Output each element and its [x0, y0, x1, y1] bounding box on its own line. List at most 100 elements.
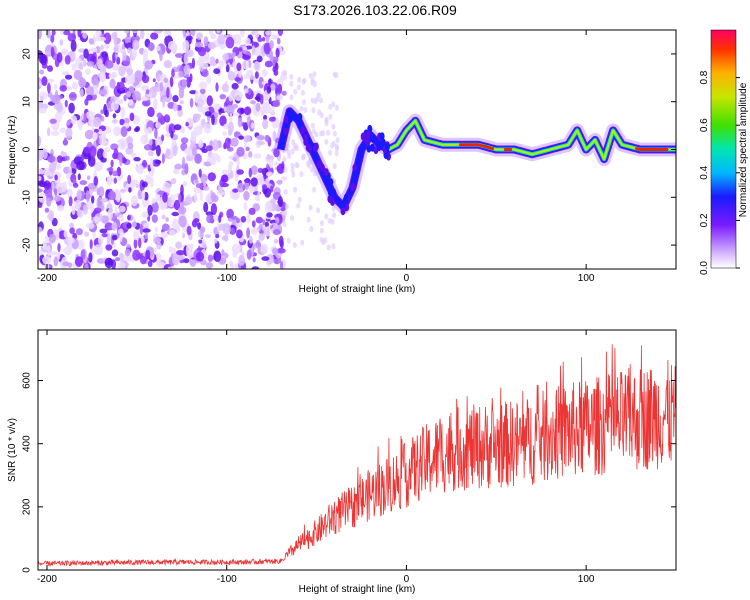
spectrogram-x-tick-label: 0 — [404, 273, 410, 284]
spectrogram-noise-blob — [301, 78, 306, 85]
spectrogram-noise-blob — [186, 225, 192, 236]
spectrogram-noise-blob — [131, 152, 137, 159]
spectrogram-noise-blob — [95, 46, 101, 54]
spectrogram-noise-blob — [79, 180, 88, 186]
spectrogram-noise-blob — [109, 78, 116, 89]
spectrogram-noise-blob — [287, 153, 292, 159]
spectrogram-noise-blob — [159, 49, 163, 62]
spectrogram-noise-blob — [210, 192, 217, 202]
spectrogram-noise-blob — [127, 174, 132, 185]
spectrogram-noise-blob — [323, 237, 328, 244]
spectrogram-noise-blob — [264, 187, 271, 198]
spectrogram-noise-blob — [335, 137, 340, 144]
spectrogram-noise-blob — [57, 205, 65, 212]
spectrogram-noise-blob — [133, 157, 141, 162]
spectrogram-noise-blob — [238, 135, 245, 140]
spectrogram-noise-blob — [44, 207, 50, 213]
spectrogram-noise-blob — [334, 143, 339, 150]
spectrogram-noise-blob — [273, 69, 279, 76]
spectrogram-noise-blob — [332, 212, 337, 219]
spectrogram-noise-blob — [290, 167, 295, 174]
spectrogram-noise-blob — [255, 216, 263, 224]
spectrogram-noise-blob — [207, 41, 216, 50]
spectrogram-noise-blob — [311, 128, 316, 135]
spectrogram-noise-blob — [135, 164, 144, 174]
spectrogram-noise-blob — [178, 87, 185, 99]
spectrogram-noise-blob — [197, 101, 204, 113]
spectrogram-noise-blob — [111, 234, 118, 241]
spectrogram-noise-blob — [53, 83, 58, 90]
spectrogram-noise-blob — [66, 119, 71, 126]
spectrogram-noise-blob — [189, 98, 194, 108]
spectrogram-noise-blob — [128, 187, 132, 193]
spectrogram-noise-blob — [168, 246, 173, 253]
spectrogram-noise-blob — [283, 70, 288, 77]
spectrogram-noise-blob — [141, 189, 146, 201]
spectrogram-noise-blob — [84, 98, 89, 106]
spectrogram-noise-blob — [262, 119, 269, 130]
spectrogram-noise-blob — [251, 266, 260, 269]
spectrogram-noise-blob — [230, 137, 239, 147]
spectrogram-noise-blob — [46, 197, 52, 207]
spectrogram-noise-blob — [133, 238, 138, 249]
spectrogram-noise-blob — [293, 88, 298, 95]
spectrogram-noise-blob — [201, 62, 209, 70]
spectrogram-noise-blob — [179, 100, 184, 105]
spectrogram-noise-blob — [140, 96, 149, 102]
spectrogram-noise-blob — [269, 40, 274, 49]
spectrogram-noise-blob — [243, 190, 250, 201]
spectrogram-noise-blob — [120, 126, 128, 138]
spectrogram-noise-blob — [208, 30, 213, 36]
spectrogram-noise-blob — [63, 246, 72, 256]
spectrogram-noise-blob — [38, 107, 47, 114]
spectrogram-noise-blob — [181, 156, 186, 169]
spectrogram-noise-blob — [236, 146, 245, 157]
spectrogram-noise-blob — [144, 60, 153, 70]
spectrogram-noise-blob — [107, 208, 113, 220]
spectrogram-noise-blob — [147, 106, 155, 118]
spectrogram-noise-blob — [117, 260, 126, 269]
spectrogram-noise-blob — [193, 218, 200, 223]
snr-x-tick-label: -200 — [37, 574, 57, 585]
spectrogram-noise-blob — [182, 180, 188, 187]
spectrogram-noise-blob — [169, 76, 174, 88]
spectrogram-noise-blob — [140, 30, 145, 40]
spectrogram-noise-blob — [132, 30, 138, 34]
spectrogram-noise-blob — [234, 77, 242, 82]
spectrogram-noise-blob — [250, 75, 256, 80]
spectrogram-noise-blob — [216, 30, 221, 34]
spectrogram-ridge-peak — [635, 147, 669, 151]
spectrogram-noise-blob — [331, 123, 336, 130]
spectrogram-noise-blob — [276, 247, 286, 254]
spectrogram-noise-blob — [48, 162, 57, 173]
spectrogram-noise-blob — [225, 104, 235, 115]
spectrogram-noise-blob — [254, 71, 259, 79]
spectrogram-noise-blob — [222, 223, 226, 234]
spectrogram-noise-blob — [243, 135, 251, 143]
spectrogram-x-tick-label: -100 — [217, 273, 237, 284]
spectrogram-noise-blob — [128, 85, 134, 94]
spectrogram-noise-blob — [200, 173, 208, 183]
spectrogram-noise-blob — [282, 221, 287, 228]
spectrogram-noise-blob — [156, 261, 166, 268]
spectrogram-noise-blob — [262, 36, 266, 42]
spectrogram-noise-blob — [312, 186, 317, 193]
spectrogram-x-tick-label: 100 — [578, 273, 595, 284]
spectrogram-noise-blob — [76, 209, 82, 217]
spectrogram-noise-blob — [106, 175, 114, 184]
spectrogram-noise-blob — [92, 47, 98, 53]
spectrogram-noise-blob — [326, 129, 330, 136]
spectrogram-noise-blob — [154, 226, 159, 233]
spectrogram-noise-blob — [236, 158, 240, 167]
spectrogram-noise-blob — [196, 32, 203, 40]
snr-y-ticks: 0 200 400 600 — [22, 372, 676, 573]
spectrogram-noise-blob — [47, 65, 53, 72]
spectrogram-noise-blob — [312, 71, 317, 78]
spectrogram-noise-blob — [66, 236, 75, 244]
spectrogram-noise-blob — [164, 30, 170, 37]
spectrogram-noise-blob — [127, 142, 134, 150]
spectrogram-noise-blob — [133, 230, 140, 241]
spectrogram-noise-blob — [141, 211, 149, 219]
spectrogram-noise-blob — [86, 61, 95, 67]
spectrogram-noise-blob — [156, 241, 162, 250]
